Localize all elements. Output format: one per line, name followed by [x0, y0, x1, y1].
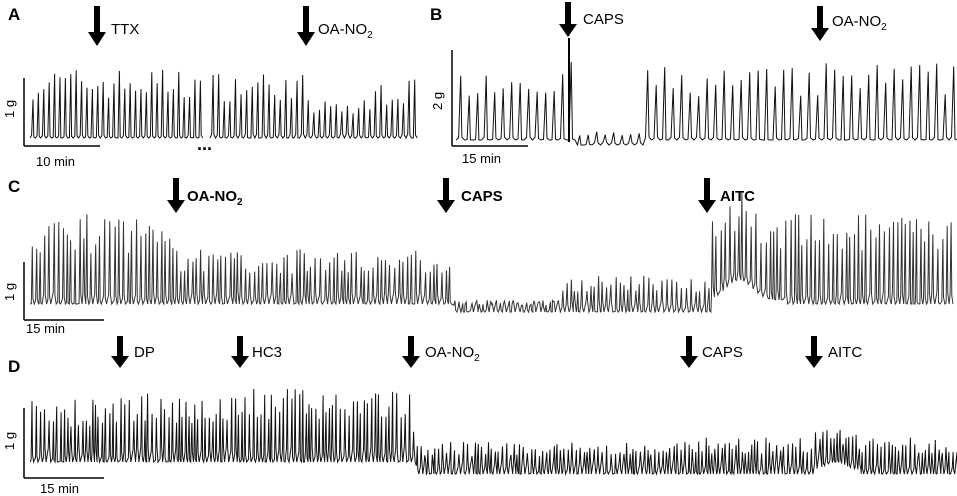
- event-aitc-d: AITC: [805, 336, 862, 368]
- event-arrow-aitc-d: [805, 336, 823, 368]
- event-label-dp: DP: [134, 344, 155, 361]
- scale-bar-c-horizontal-label: 15 min: [26, 321, 65, 336]
- event-arrow-hc3: [231, 336, 249, 368]
- event-dp: DP: [111, 336, 155, 368]
- panel-a-letter: A: [8, 5, 20, 24]
- event-caps-d: CAPS: [680, 336, 743, 368]
- event-label-caps-d: CAPS: [702, 344, 743, 361]
- event-label-caps-c: CAPS: [461, 188, 503, 205]
- segment-gap-marker: ...: [197, 134, 212, 154]
- event-arrow-caps-b: [559, 2, 577, 37]
- scale-bar-b: 2 g 15 min: [430, 50, 528, 166]
- traceC-line: [29, 192, 954, 314]
- scale-bar-d-vertical-label: 1 g: [2, 432, 17, 450]
- scale-bar-b-vertical-label: 2 g: [430, 92, 445, 110]
- event-ttx: TTX: [88, 6, 139, 46]
- event-label-oa-no2-a: OA-NO2: [318, 21, 373, 41]
- scale-bar-d: 1 g 15 min: [2, 408, 104, 496]
- scale-bar-d-horizontal-label: 15 min: [40, 481, 79, 496]
- panel-d: D DP HC3 OA-NO2 CAPS AITC 1 g 15 min: [2, 336, 957, 496]
- trace-b: [455, 38, 957, 147]
- panel-d-letter: D: [8, 357, 20, 376]
- event-arrow-oa-no2-c: [167, 178, 185, 213]
- event-label-oa-no2-b: OA-NO2: [832, 13, 887, 33]
- scale-bar-b-horizontal-label: 15 min: [462, 151, 501, 166]
- panel-a: A TTX OA-NO2 ... 1 g 10 min: [2, 5, 418, 169]
- event-arrow-caps-d: [680, 336, 698, 368]
- panel-b: B CAPS OA-NO2 2 g 15 min: [430, 2, 957, 166]
- event-caps-c: CAPS: [437, 178, 503, 213]
- scale-bar-a-horizontal-label: 10 min: [36, 154, 75, 169]
- event-aitc-c: AITC: [698, 178, 755, 213]
- event-arrow-ttx: [88, 6, 106, 46]
- trace-d: [29, 388, 957, 476]
- event-oa-no2-d: OA-NO2: [402, 336, 480, 368]
- traceA1-line: [29, 69, 204, 139]
- panel-b-letter: B: [430, 5, 442, 24]
- event-label-caps-b: CAPS: [583, 11, 624, 28]
- event-oa-no2-b: OA-NO2: [811, 6, 887, 41]
- traceD-line: [29, 388, 957, 476]
- panel-c-letter: C: [8, 177, 20, 196]
- event-label-hc3: HC3: [252, 344, 282, 361]
- scale-bar-a: 1 g 10 min: [2, 78, 100, 169]
- event-caps-b: CAPS: [559, 2, 624, 37]
- scale-bar-c: 1 g 15 min: [2, 262, 104, 336]
- event-arrow-caps-c: [437, 178, 455, 213]
- event-arrow-oa-no2-a: [297, 6, 315, 46]
- scale-bar-a-vertical-label: 1 g: [2, 100, 17, 118]
- trace-a-segment-1: [29, 69, 204, 139]
- event-oa-no2-a: OA-NO2: [297, 6, 373, 46]
- event-arrow-oa-no2-d: [402, 336, 420, 368]
- event-oa-no2-c: OA-NO2: [167, 178, 243, 213]
- event-arrow-dp: [111, 336, 129, 368]
- traceB-line: [455, 61, 957, 147]
- trace-a-segment-2: [209, 74, 418, 140]
- event-arrow-oa-no2-b: [811, 6, 829, 41]
- panel-c: C OA-NO2 CAPS AITC 1 g 15 min: [2, 177, 954, 336]
- scale-bar-c-vertical-label: 1 g: [2, 283, 17, 301]
- traceA2-line: [209, 74, 418, 140]
- trace-c: [29, 192, 954, 314]
- event-label-oa-no2-c: OA-NO2: [187, 188, 243, 208]
- event-arrow-aitc-c: [698, 178, 716, 213]
- event-label-aitc-c: AITC: [720, 188, 755, 205]
- event-label-oa-no2-d: OA-NO2: [425, 344, 480, 364]
- event-label-aitc-d: AITC: [828, 344, 862, 361]
- event-label-ttx: TTX: [111, 21, 139, 38]
- event-hc3: HC3: [231, 336, 282, 368]
